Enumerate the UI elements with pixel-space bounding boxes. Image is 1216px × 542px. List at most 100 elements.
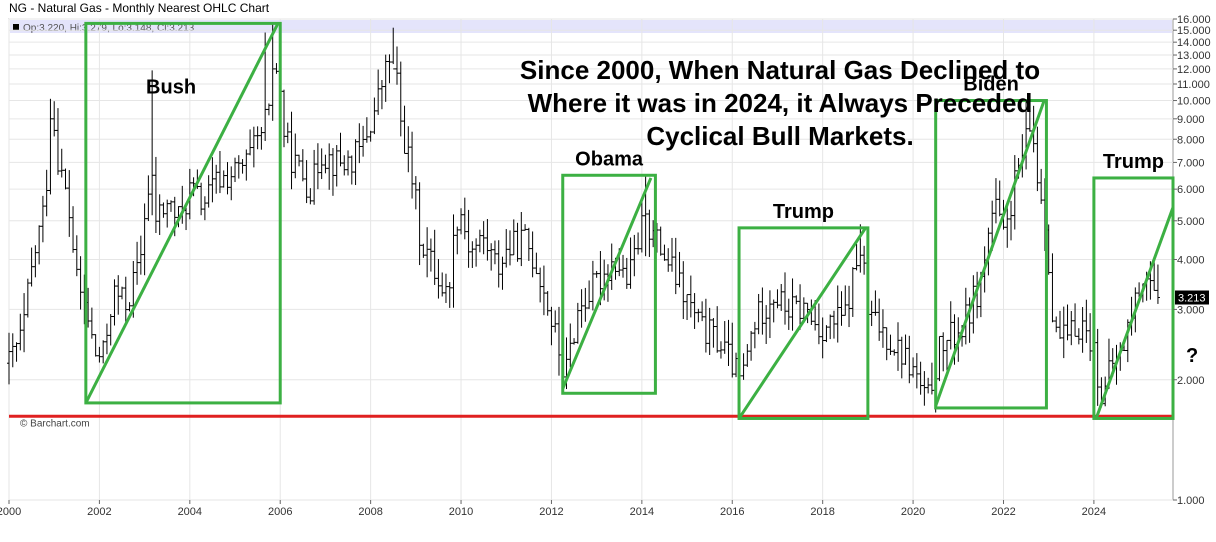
ohlc-bar (922, 371, 927, 406)
ohlc-bar (662, 244, 667, 261)
headline: Since 2000, When Natural Gas Declined to… (520, 55, 1040, 151)
x-tick-label: 2020 (901, 506, 925, 518)
ohlc-bar (281, 89, 286, 148)
x-axis: 2000 2002 2004 2006 2008 2010 2012 2014 2016 2018… (0, 500, 1106, 518)
trend-line (737, 227, 867, 420)
ohlc-bar (466, 209, 471, 268)
ohlc-bar (1012, 155, 1017, 230)
ohlc-bar (168, 200, 173, 212)
ohlc-bar (888, 334, 893, 355)
ohlc-bar (308, 188, 313, 205)
ohlc-bar (462, 197, 467, 240)
ohlc-bar (251, 126, 256, 168)
y-tick-label: 2.000 (1177, 375, 1205, 387)
ohlc-bar (764, 305, 769, 344)
ohlc-bar (549, 306, 554, 346)
ohlc-bar (669, 237, 674, 272)
ohlc-bar (44, 169, 49, 217)
ohlc-bar (342, 155, 347, 176)
ohlc-bar (583, 287, 588, 322)
ohlc-bar (1057, 310, 1062, 339)
ohlc-bar (18, 313, 23, 351)
ohlc-bar (997, 180, 1002, 217)
ohlc-bar (914, 353, 919, 389)
ohlc-bar (1125, 319, 1130, 363)
ohlc-values-label: Op:3.220, Hi:3.279, Lo:3.148, Cl:3.213 (23, 23, 195, 34)
ohlc-bar (270, 23, 275, 121)
x-tick-label: 2010 (449, 506, 473, 518)
ohlc-bar (428, 238, 433, 272)
y-tick-label: 7.000 (1177, 157, 1205, 169)
ohlc-bar (590, 260, 595, 311)
ohlc-bar (767, 290, 772, 339)
ohlc-legend-marker (13, 24, 19, 30)
ohlc-bar (873, 290, 878, 316)
ohlc-bar (315, 143, 320, 190)
ohlc-bar (820, 317, 825, 359)
ohlc-bar (632, 234, 637, 277)
ohlc-bar (40, 195, 45, 243)
x-tick-label: 2008 (358, 506, 382, 518)
ohlc-bar (572, 338, 577, 345)
ohlc-bar (398, 61, 403, 137)
y-tick-label: 5.000 (1177, 216, 1205, 228)
trend-line (84, 22, 280, 404)
ohlc-bar (187, 168, 192, 220)
ohlc-bar (843, 285, 848, 316)
ohlc-bar (816, 303, 821, 345)
ohlc-bar (338, 132, 343, 167)
ohlc-bar (556, 306, 561, 376)
ohlc-bar (786, 298, 791, 330)
era-label: Biden (963, 74, 1019, 96)
ohlc-bar (941, 332, 946, 372)
ohlc-bar (123, 276, 128, 327)
ohlc-bar (869, 300, 874, 327)
x-tick-label: 2002 (87, 506, 111, 518)
ohlc-bar (244, 149, 249, 181)
ohlc-bar (519, 212, 524, 267)
ohlc-bar (756, 293, 761, 335)
ohlc-bar (896, 322, 901, 371)
ohlc-bar (229, 166, 234, 201)
ohlc-bar (489, 243, 494, 271)
ohlc-bar (862, 245, 867, 275)
ohlc-bar (1080, 307, 1085, 353)
ohlc-bar (568, 323, 573, 368)
ohlc-bar (353, 139, 358, 186)
ohlc-bar (127, 302, 132, 312)
question-mark: ? (1186, 345, 1198, 367)
ohlc-bar (824, 325, 829, 343)
ohlc-bar (1005, 201, 1010, 248)
ohlc-bar (929, 362, 934, 395)
x-tick-label: 2004 (178, 506, 202, 518)
ohlc-bar (511, 219, 516, 256)
ohlc-bar (594, 270, 599, 278)
ohlc-bar (783, 272, 787, 325)
ohlc-bar (688, 275, 693, 318)
ohlc-bar (150, 70, 155, 216)
ohlc-bar (93, 334, 98, 357)
ohlc-bar (240, 159, 245, 174)
era-label: Bush (146, 76, 196, 98)
ohlc-bar (628, 237, 633, 289)
ohlc-bar (142, 203, 147, 276)
ohlc-bar (937, 335, 942, 382)
ohlc-bar (1039, 168, 1044, 204)
ohlc-bar (918, 361, 923, 395)
ohlc-bar (944, 339, 949, 371)
ohlc-bar (492, 240, 497, 265)
ohlc-bar (647, 209, 652, 257)
era-boxes (84, 21, 1175, 420)
ohlc-bar (233, 157, 238, 183)
ohlc-bar (330, 148, 335, 196)
ohlc-bar (157, 194, 162, 235)
ohlc-bar (1050, 253, 1055, 323)
ohlc-bar (161, 202, 166, 218)
barchart-credit: © Barchart.com (20, 418, 90, 429)
ohlc-bar (485, 219, 490, 261)
ohlc-bar (752, 321, 757, 349)
x-tick-label: 2014 (630, 506, 654, 518)
ohlc-bar (700, 301, 705, 322)
ohlc-bar (372, 97, 377, 135)
ohlc-bar (406, 126, 411, 173)
